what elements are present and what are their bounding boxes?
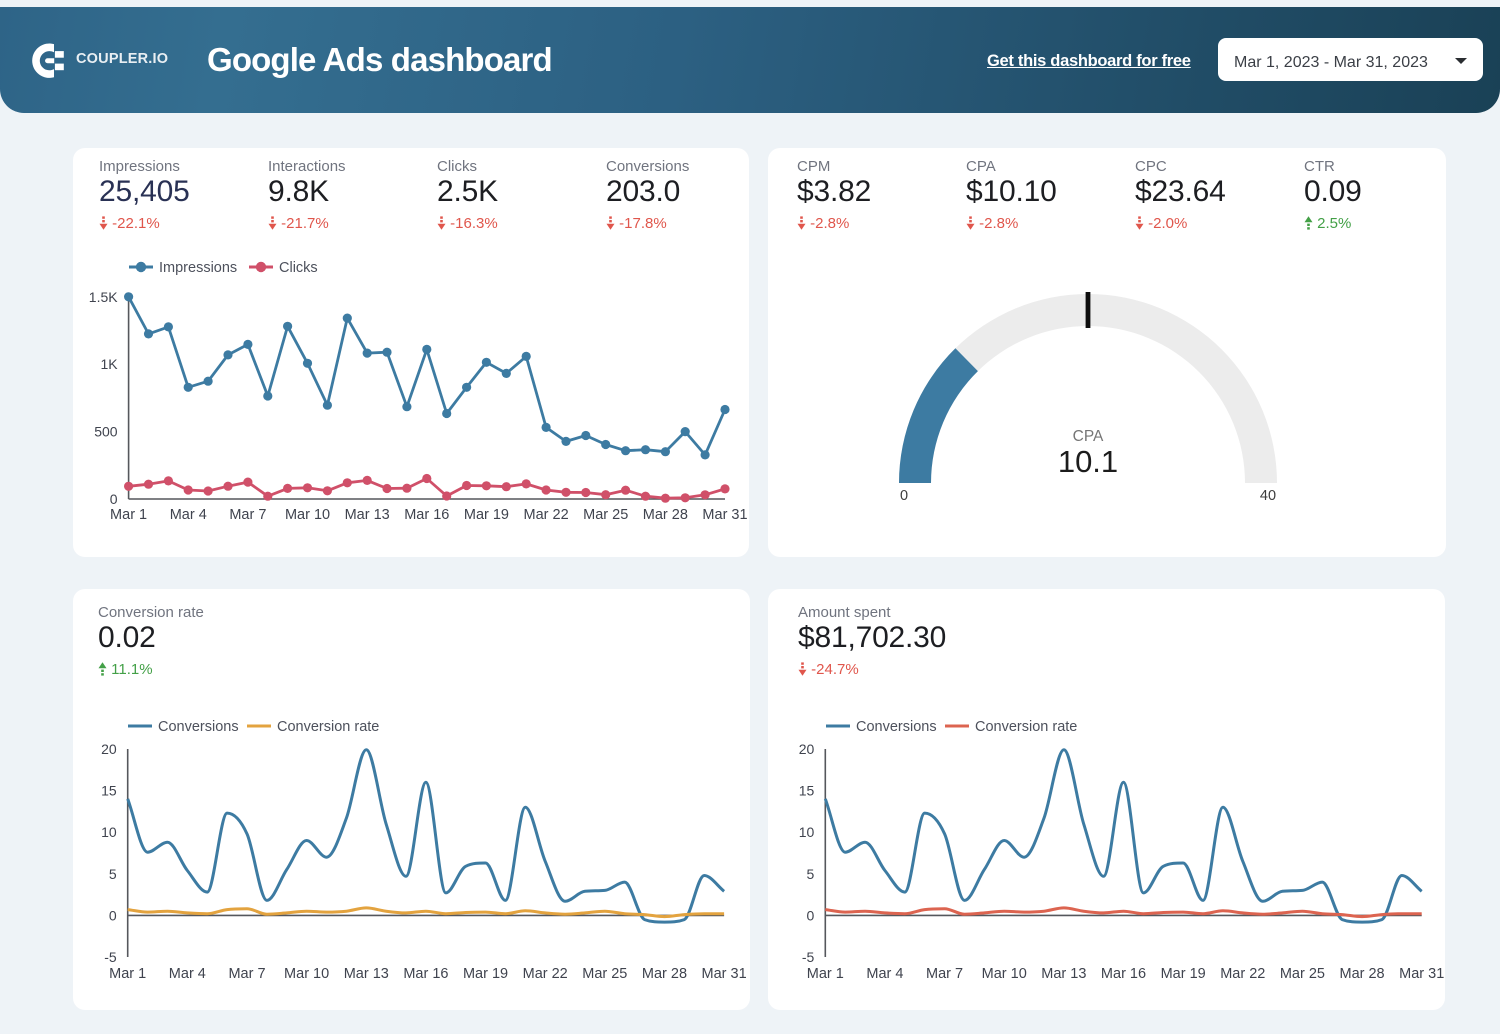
svg-text:0: 0 bbox=[900, 488, 908, 504]
svg-text:40: 40 bbox=[1260, 488, 1276, 504]
svg-text:Mar 31: Mar 31 bbox=[1399, 966, 1444, 982]
svg-text:0: 0 bbox=[109, 907, 117, 923]
svg-text:Clicks: Clicks bbox=[279, 260, 318, 275]
svg-text:Mar 4: Mar 4 bbox=[170, 507, 207, 523]
svg-text:Mar 31: Mar 31 bbox=[702, 507, 747, 523]
svg-text:Mar 22: Mar 22 bbox=[524, 507, 569, 523]
svg-text:-5: -5 bbox=[104, 949, 117, 965]
svg-text:Mar 1: Mar 1 bbox=[110, 507, 147, 523]
svg-text:Mar 22: Mar 22 bbox=[1220, 966, 1265, 982]
svg-text:5: 5 bbox=[109, 866, 117, 882]
svg-text:Mar 16: Mar 16 bbox=[1101, 966, 1146, 982]
svg-text:-5: -5 bbox=[802, 949, 815, 965]
svg-text:20: 20 bbox=[101, 741, 117, 757]
svg-text:Mar 1: Mar 1 bbox=[807, 966, 844, 982]
svg-text:Mar 25: Mar 25 bbox=[582, 966, 627, 982]
svg-text:20: 20 bbox=[799, 741, 815, 757]
svg-text:Mar 4: Mar 4 bbox=[866, 966, 903, 982]
svg-text:Mar 28: Mar 28 bbox=[642, 966, 687, 982]
svg-text:Mar 28: Mar 28 bbox=[1339, 966, 1384, 982]
svg-text:Mar 19: Mar 19 bbox=[464, 507, 509, 523]
svg-text:Mar 1: Mar 1 bbox=[109, 966, 146, 982]
svg-text:Mar 4: Mar 4 bbox=[169, 966, 206, 982]
svg-text:Mar 31: Mar 31 bbox=[702, 966, 747, 982]
svg-text:15: 15 bbox=[101, 783, 117, 799]
svg-text:CPA: CPA bbox=[1073, 428, 1104, 445]
svg-text:Mar 10: Mar 10 bbox=[285, 507, 330, 523]
svg-text:Mar 7: Mar 7 bbox=[229, 507, 266, 523]
svg-text:1K: 1K bbox=[100, 356, 118, 372]
svg-text:Impressions: Impressions bbox=[159, 260, 237, 275]
svg-text:10.1: 10.1 bbox=[1058, 444, 1118, 479]
svg-text:Conversions: Conversions bbox=[856, 719, 937, 734]
svg-text:Mar 13: Mar 13 bbox=[1041, 966, 1086, 982]
svg-text:Mar 22: Mar 22 bbox=[523, 966, 568, 982]
svg-text:Mar 19: Mar 19 bbox=[1161, 966, 1206, 982]
svg-text:Conversions: Conversions bbox=[158, 719, 239, 734]
svg-text:Mar 25: Mar 25 bbox=[1280, 966, 1325, 982]
svg-text:Mar 19: Mar 19 bbox=[463, 966, 508, 982]
svg-text:Mar 13: Mar 13 bbox=[345, 507, 390, 523]
svg-text:Conversion rate: Conversion rate bbox=[277, 719, 379, 734]
svg-text:Conversion rate: Conversion rate bbox=[975, 719, 1077, 734]
svg-text:10: 10 bbox=[799, 824, 815, 840]
svg-text:500: 500 bbox=[94, 424, 118, 440]
svg-text:Mar 16: Mar 16 bbox=[404, 507, 449, 523]
svg-text:1.5K: 1.5K bbox=[89, 289, 118, 305]
svg-text:Mar 10: Mar 10 bbox=[284, 966, 329, 982]
svg-text:5: 5 bbox=[807, 866, 815, 882]
svg-text:Mar 10: Mar 10 bbox=[982, 966, 1027, 982]
svg-text:Mar 16: Mar 16 bbox=[403, 966, 448, 982]
svg-text:0: 0 bbox=[110, 491, 118, 507]
svg-text:15: 15 bbox=[799, 783, 815, 799]
svg-text:Mar 7: Mar 7 bbox=[228, 966, 265, 982]
svg-text:Mar 25: Mar 25 bbox=[583, 507, 628, 523]
svg-text:Mar 28: Mar 28 bbox=[643, 507, 688, 523]
svg-text:0: 0 bbox=[807, 907, 815, 923]
svg-text:Mar 13: Mar 13 bbox=[344, 966, 389, 982]
svg-text:10: 10 bbox=[101, 824, 117, 840]
svg-text:Mar 7: Mar 7 bbox=[926, 966, 963, 982]
